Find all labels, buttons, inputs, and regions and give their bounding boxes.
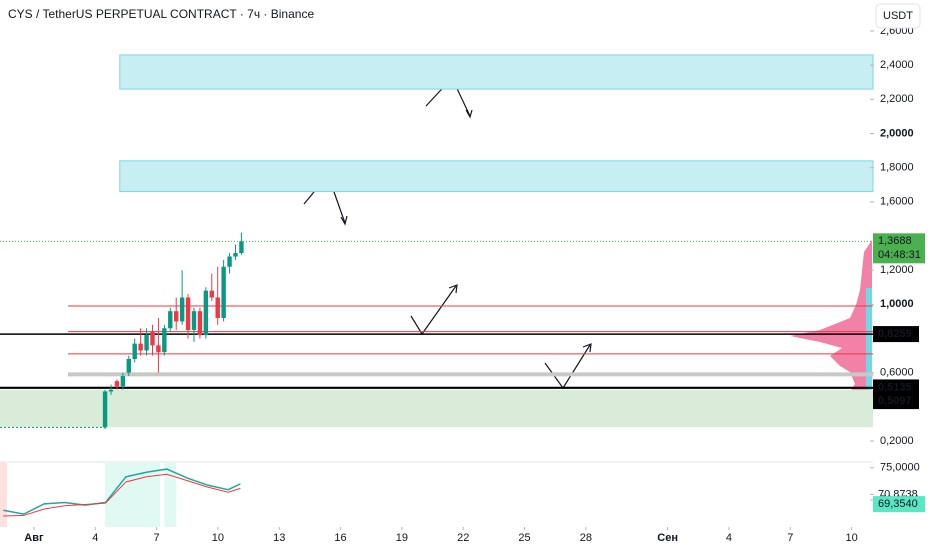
y-tick-label: 1,2000	[880, 264, 914, 276]
x-tick-label: Авг	[24, 532, 44, 544]
candle-body	[239, 241, 244, 254]
candle-body	[150, 331, 155, 346]
candle-body	[144, 335, 149, 351]
candle-body	[126, 359, 131, 373]
indicator-tick-label: 75,0000	[880, 462, 920, 474]
x-tick-label: 7	[787, 532, 793, 544]
y-tick-label: 0,6000	[880, 367, 914, 379]
candle-body	[120, 376, 126, 387]
x-tick-label: Сен	[657, 532, 678, 544]
y-tick-label: 1,0000	[880, 298, 914, 310]
x-tick-label: 25	[518, 532, 530, 544]
level-tag	[873, 379, 919, 396]
level-tag-label: 0,5135	[878, 381, 912, 393]
x-tick-label: 22	[457, 532, 469, 544]
candle-body	[168, 311, 173, 329]
last-price-tag	[873, 233, 925, 264]
candle-body	[209, 290, 214, 298]
candle-body	[221, 266, 226, 318]
candle-body	[191, 311, 197, 330]
x-tick-label: 16	[334, 532, 346, 544]
y-tick-label: 2,0000	[880, 127, 914, 139]
last-price-label: 1,3688	[878, 235, 912, 247]
x-tick-label: 7	[154, 532, 160, 544]
x-tick-label: 4	[726, 532, 732, 544]
x-tick-label: 10	[845, 532, 857, 544]
level-tag-label: 0,5097	[878, 395, 912, 407]
currency-label: USDT	[883, 10, 913, 22]
y-tick-label: 1,8000	[880, 162, 914, 174]
candle-body	[108, 389, 114, 392]
y-tick-label: 1,6000	[880, 196, 914, 208]
candle-body	[102, 391, 108, 428]
zone	[119, 54, 874, 90]
plot: 0,2000 0,6000 1,0000 1,2000 1,6000 1,8000 2,00…	[0, 25, 925, 544]
candle-body	[179, 297, 185, 322]
candle-body	[132, 343, 137, 359]
level-tag	[873, 326, 919, 343]
candle-body	[114, 381, 120, 387]
zone	[0, 389, 873, 428]
candle-body	[215, 297, 220, 318]
candle-body	[203, 290, 209, 336]
x-tick-label: 28	[580, 532, 592, 544]
level-tag	[873, 393, 919, 410]
countdown-label: 04:48:31	[878, 249, 921, 261]
indicator-bg	[164, 463, 177, 527]
chart-title: CYS / TetherUS PERPETUAL CONTRACT · 7ч ·…	[8, 7, 314, 21]
indicator-bg	[0, 463, 7, 527]
candle-body	[185, 297, 191, 330]
indicator-marker-label: 69,3540	[878, 498, 918, 510]
candle-body	[227, 256, 232, 267]
level-tag-label: 0,8259	[878, 328, 912, 340]
candle-body	[197, 311, 203, 336]
candle-body	[156, 345, 161, 353]
candle-body	[174, 311, 179, 322]
x-tick-label: 10	[212, 532, 224, 544]
indicator-tag	[873, 496, 925, 513]
candle-body	[233, 253, 238, 257]
indicator-line	[3, 473, 241, 517]
y-tick-label: 2,4000	[880, 59, 914, 71]
currency-button[interactable]	[875, 3, 921, 29]
x-tick-label: 19	[396, 532, 408, 544]
indicator-bg	[105, 463, 161, 527]
y-tick-label: 2,2000	[880, 93, 914, 105]
x-tick-label: 4	[92, 532, 98, 544]
indicator-line	[3, 468, 241, 515]
zone	[119, 160, 874, 193]
x-tick-label: 13	[273, 532, 285, 544]
candle-body	[138, 343, 143, 351]
candle-body	[162, 328, 167, 353]
y-tick-label: 0,2000	[880, 435, 914, 447]
